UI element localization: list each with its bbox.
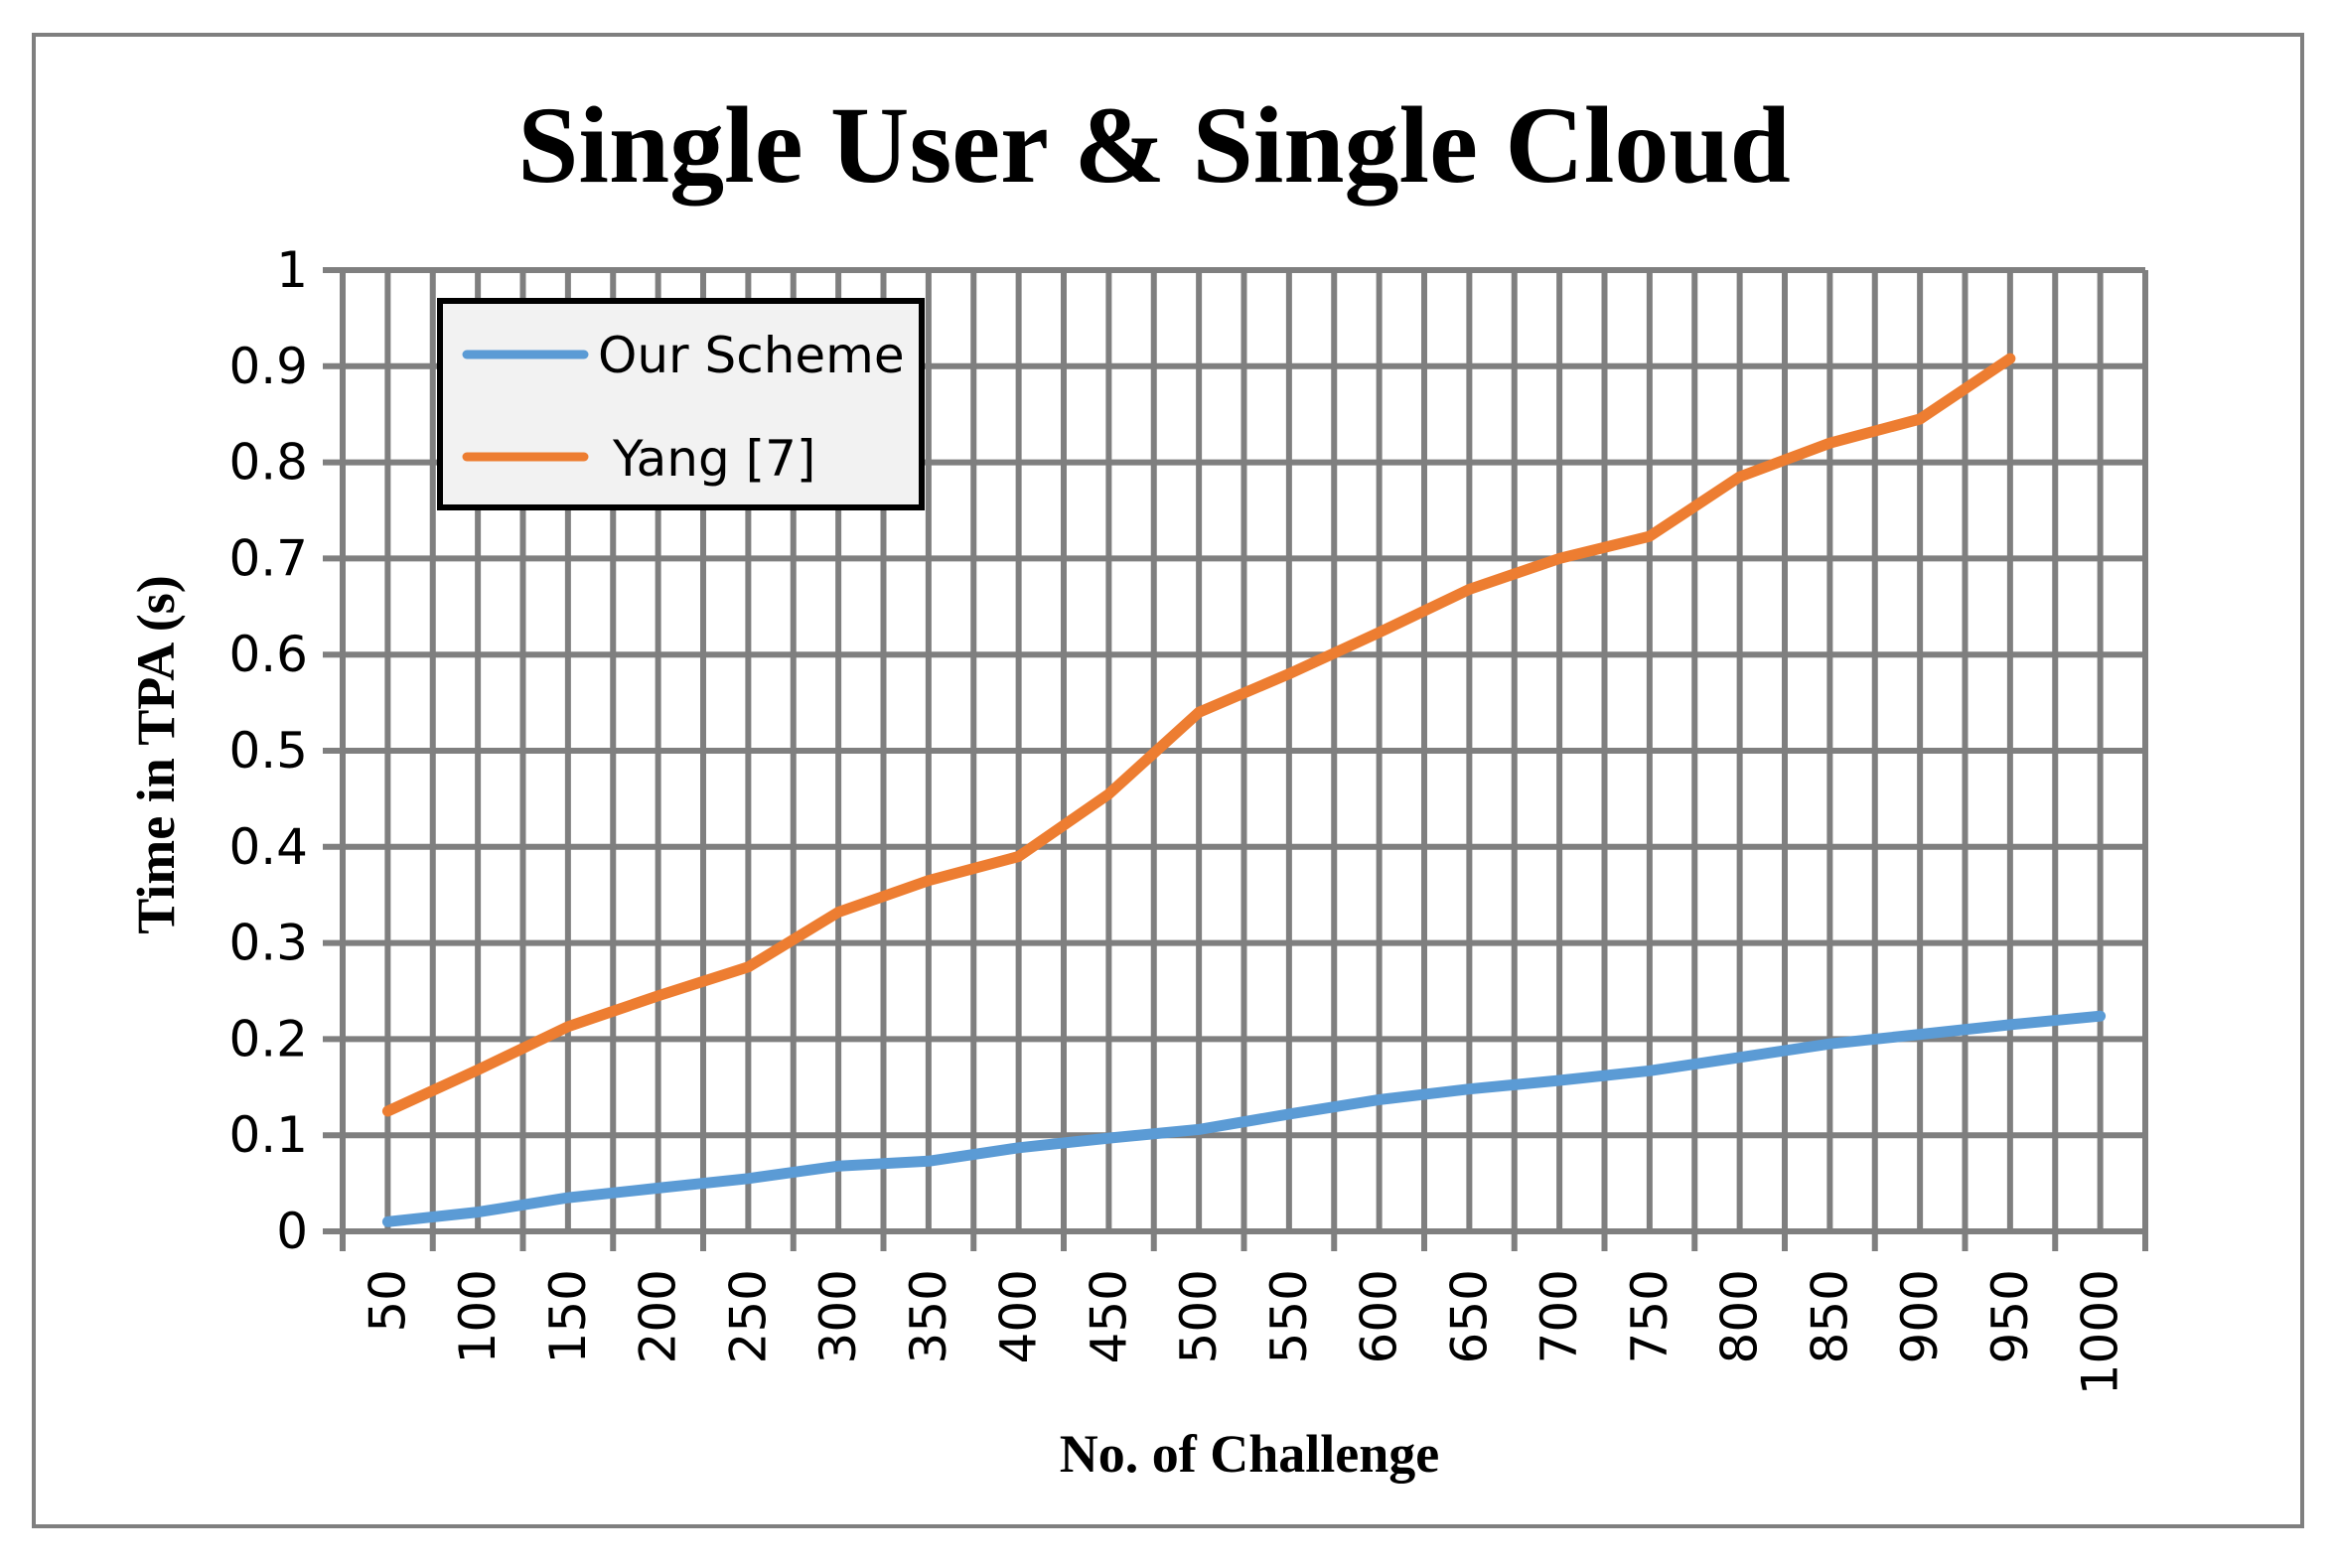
x-tick-label: 900: [1891, 1269, 1949, 1363]
y-tick-label: 1: [276, 241, 308, 299]
x-tick-label: 400: [990, 1269, 1048, 1363]
legend: Our Scheme Yang [7]: [437, 298, 925, 510]
x-tick-label: 750: [1621, 1269, 1678, 1363]
x-tick-label: 100: [449, 1269, 507, 1363]
series-layer: [381, 353, 2107, 1227]
x-tick-label: 600: [1351, 1269, 1408, 1363]
y-tick-label: 0.9: [228, 338, 308, 395]
x-tick-label: 1000: [2072, 1269, 2129, 1395]
legend-label-yang: Yang [7]: [612, 430, 815, 488]
y-tick-label: 0.7: [228, 529, 308, 587]
y-tick-label: 0.4: [228, 818, 308, 876]
legend-box: [437, 298, 925, 510]
y-tick-label: 0.5: [228, 722, 308, 780]
y-tick-label: 0.2: [228, 1010, 308, 1068]
x-axis-title: No. of Challenge: [1060, 1424, 1439, 1484]
x-tick-label: 550: [1260, 1269, 1318, 1363]
x-tick-label: 950: [1981, 1269, 2039, 1363]
y-tick-label: 0.6: [228, 626, 308, 683]
chart-title: Single User & Single Cloud: [517, 84, 1791, 206]
y-tick-label: 0: [276, 1203, 308, 1260]
x-axis-ticks: 50 100 150 200 250 300 350 400 450 500 550 600 650 70…: [359, 1269, 2128, 1395]
x-tick-label: 350: [900, 1269, 957, 1363]
x-tick-label: 250: [719, 1269, 777, 1363]
x-tick-label: 800: [1711, 1269, 1769, 1363]
x-tick-label: 300: [809, 1269, 867, 1363]
x-tick-label: 700: [1531, 1269, 1588, 1363]
y-tick-label: 0.8: [228, 434, 308, 492]
y-tick-label: 0.1: [228, 1106, 308, 1164]
series-line-yang-7: [381, 353, 2016, 1117]
x-tick-label: 450: [1080, 1269, 1137, 1363]
x-tick-label: 150: [539, 1269, 597, 1363]
x-tick-label: 50: [359, 1269, 416, 1333]
chart-frame: [32, 33, 2304, 1528]
y-axis-ticks: 0 0.1 0.2 0.3 0.4 0.5 0.6 0.7 0.8 0.9 1: [228, 241, 308, 1260]
x-tick-label: 650: [1440, 1269, 1498, 1363]
series-line-our-scheme: [381, 1010, 2107, 1227]
y-tick-label: 0.3: [228, 915, 308, 972]
x-tick-label: 500: [1170, 1269, 1228, 1363]
x-tick-label: 200: [630, 1269, 687, 1363]
legend-label-our-scheme: Our Scheme: [598, 327, 905, 384]
y-axis-title: Time in TPA (s): [126, 575, 186, 934]
x-tick-label: 850: [1801, 1269, 1858, 1363]
